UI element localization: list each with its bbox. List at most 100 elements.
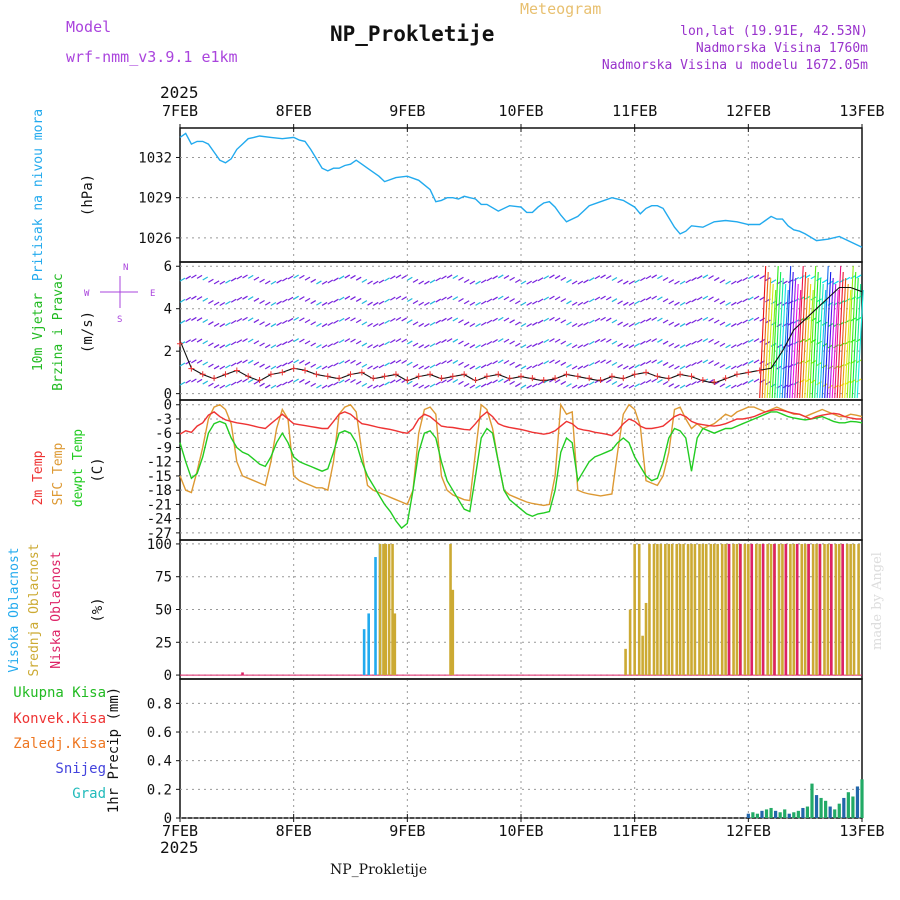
cloud-bar-1 (712, 543, 716, 676)
wind-arrow (515, 383, 521, 388)
pressure-y-tick-label: 1026 (138, 231, 172, 247)
wind-arrow (611, 276, 618, 281)
wind-arrow (407, 276, 413, 281)
cloud-bar-1 (693, 543, 697, 676)
wind-arrow (242, 295, 248, 300)
wind-arrow (617, 321, 623, 326)
wind-arrow (321, 365, 328, 370)
wind-gust-marker (449, 373, 456, 380)
panels-layer (100, 124, 864, 822)
wind-arrow (486, 319, 493, 324)
wind-arrow (753, 378, 760, 383)
wind-arrow (424, 344, 430, 349)
wind-arrow (202, 340, 209, 345)
wind-arrow (350, 338, 356, 343)
cloud-bar-1 (378, 543, 382, 676)
pressure-unit-label: (hPa) (80, 174, 96, 216)
wind-arrow (799, 275, 805, 280)
wind-arrow (418, 384, 425, 389)
wind-arrow (395, 359, 402, 364)
cloud-bar-1 (449, 543, 452, 676)
precip-bar (746, 813, 750, 818)
wind-arrow (844, 289, 852, 399)
wind-arrow (702, 359, 709, 364)
wind-arrow (208, 321, 214, 326)
cloud-bar-1 (628, 609, 632, 676)
wind-arrow (191, 338, 197, 343)
wind-arrow (679, 344, 686, 349)
wind-arrow (355, 319, 362, 324)
wind-gust-marker (597, 377, 604, 384)
wind-arrow (389, 379, 396, 384)
wind-arrow (753, 316, 760, 321)
wind-arrow (344, 274, 351, 279)
wind-arrow (230, 320, 237, 325)
wind-arrow (355, 361, 362, 366)
wind-arrow (287, 339, 294, 344)
wind-arrow (571, 322, 578, 328)
wind-arrow (424, 365, 430, 370)
wind-arrow (736, 321, 743, 326)
wind-arrow (520, 344, 527, 349)
cloud-bar-1 (393, 613, 397, 676)
sfc-temp-line (179, 402, 863, 507)
wind-arrow (446, 295, 453, 300)
cloud-bar-2 (739, 543, 742, 676)
wind-arrow (429, 279, 436, 284)
wind-arrow (338, 360, 345, 365)
cloud-bar-1 (747, 543, 750, 676)
wind-arrow (185, 275, 191, 280)
wind-arrow (191, 295, 197, 300)
wind-arrow (304, 340, 311, 345)
wind-arrow (622, 384, 629, 389)
wind-arrow (458, 361, 464, 366)
wind-arrow (327, 300, 334, 305)
precip-legend-label: Ukupna Kisa (13, 685, 106, 701)
cloud-bar-1 (777, 543, 781, 676)
cloud-bar-1 (675, 543, 679, 676)
cloud-bar-1 (845, 543, 849, 676)
wind-arrow (537, 381, 544, 386)
wind-arrow (742, 298, 748, 303)
wind-axis-label-2: Brzina i Pravac (51, 273, 66, 390)
wind-arrow (230, 298, 237, 303)
wind-arrow (236, 296, 243, 301)
wind-arrow (327, 279, 334, 284)
wind-arrow (225, 383, 231, 388)
wind-arrow (321, 384, 328, 389)
wind-arrow (367, 280, 373, 285)
wind-arrow (657, 379, 663, 384)
temp-y-tick-label: -6 (155, 426, 172, 442)
precip-bar (851, 796, 855, 818)
wind-arrow (560, 380, 567, 385)
wind-arrow (742, 319, 748, 324)
wind-arrow (640, 277, 646, 282)
wind-arrow (532, 279, 538, 284)
wind-arrow (480, 279, 487, 284)
wind-arrow (515, 363, 521, 368)
wind-arrow (247, 317, 254, 322)
wind-arrow (657, 317, 663, 322)
wind-arrow (588, 277, 595, 282)
wind-arrow (679, 384, 686, 389)
wind-arrow (696, 275, 703, 280)
wind-arrow (651, 378, 658, 383)
wind-arrow (469, 384, 476, 389)
wind-arrow (350, 317, 356, 322)
wind-arrow (605, 379, 612, 384)
wind-arrow (242, 378, 248, 383)
wind-arrow (713, 277, 720, 282)
wind-gust-marker (722, 375, 729, 382)
wind-arrow (321, 280, 328, 285)
precip-legend-label: Snijeg (55, 761, 106, 777)
wind-arrow (293, 274, 299, 279)
wind-arrow (685, 364, 692, 369)
wind-arrow (321, 344, 328, 349)
wind-arrow (571, 365, 578, 370)
wind-arrow (344, 378, 351, 383)
wind-arrow (179, 362, 186, 367)
wind-arrow (236, 360, 243, 365)
wind-arrow (395, 295, 402, 300)
compass-w-label: W (84, 289, 90, 299)
wind-arrow (185, 360, 191, 365)
